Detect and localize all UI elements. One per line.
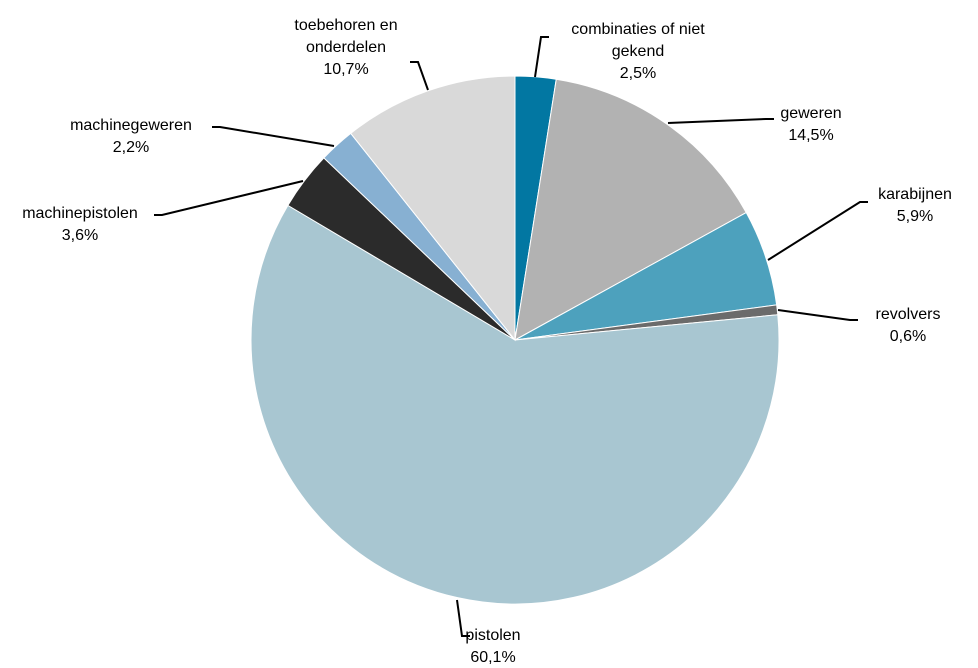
slice-name-label: revolvers bbox=[876, 306, 941, 323]
slice-name-label: toebehoren en bbox=[294, 17, 397, 34]
slice-label: geweren 14,5% bbox=[780, 105, 841, 144]
leader-line bbox=[534, 36, 549, 78]
pie-slice bbox=[514, 78, 747, 341]
slice-label: revolvers 0,6% bbox=[876, 306, 941, 345]
slice-value-label: 2,5% bbox=[620, 65, 656, 82]
slice-name-label: pistolen bbox=[465, 627, 520, 644]
slice-name-label: gekend bbox=[612, 43, 665, 60]
pie-slices bbox=[250, 75, 780, 605]
leader-line bbox=[767, 201, 868, 261]
slice-label: pistolen 60,1% bbox=[465, 627, 520, 666]
slice-value-label: 10,7% bbox=[323, 61, 368, 78]
leader-line bbox=[777, 309, 858, 321]
slice-label: machinepistolen 3,6% bbox=[22, 205, 138, 244]
slice-label: toebehoren en onderdelen 10,7% bbox=[294, 17, 397, 78]
pie-slice bbox=[350, 75, 516, 342]
slice-label: karabijnen 5,9% bbox=[878, 186, 952, 225]
slice-value-label: 5,9% bbox=[897, 208, 933, 225]
slice-labels: combinaties of niet gekend 2,5% geweren 14,5… bbox=[22, 17, 952, 666]
slice-name-label: onderdelen bbox=[306, 39, 386, 56]
slice-value-label: 14,5% bbox=[788, 127, 833, 144]
slice-name-label: machinepistolen bbox=[22, 205, 138, 222]
slice-label: combinaties of niet gekend 2,5% bbox=[571, 21, 705, 82]
pie-slice bbox=[250, 204, 780, 605]
slice-value-label: 2,2% bbox=[113, 139, 149, 156]
slice-value-label: 3,6% bbox=[62, 227, 98, 244]
leader-line bbox=[410, 61, 429, 91]
leader-lines bbox=[154, 36, 868, 637]
slice-name-label: geweren bbox=[780, 105, 841, 122]
slice-label: machinegeweren 2,2% bbox=[70, 117, 192, 156]
slice-name-label: combinaties of niet bbox=[571, 21, 705, 38]
slice-name-label: machinegeweren bbox=[70, 117, 192, 134]
leader-line bbox=[154, 180, 304, 216]
leader-line bbox=[456, 599, 470, 637]
leader-line bbox=[667, 118, 774, 124]
slice-value-label: 0,6% bbox=[890, 328, 926, 345]
leader-line bbox=[212, 126, 335, 147]
slice-name-label: karabijnen bbox=[878, 186, 952, 203]
slice-value-label: 60,1% bbox=[470, 649, 515, 666]
